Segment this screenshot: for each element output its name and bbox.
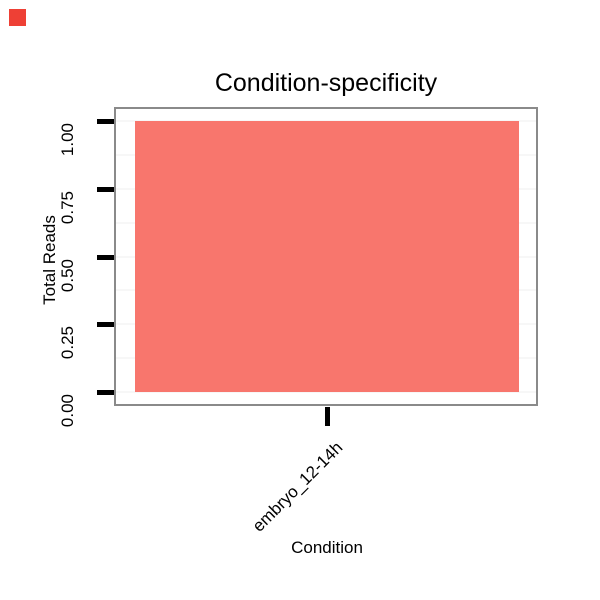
y-tick [97,390,114,395]
y-tick-label: 0.50 [58,258,77,292]
x-tick [325,407,330,426]
y-tick [97,322,114,328]
corner-marker [9,9,26,26]
y-tick-label: 0.25 [58,326,77,360]
y-axis-title: Total Reads [40,215,59,305]
y-tick [97,119,114,124]
chart-title: Condition-specificity [214,69,438,97]
bar-embryo-12-14h [135,121,519,392]
y-tick-label: 0.75 [58,190,77,224]
x-axis-title: Condition [291,538,363,557]
major-gridline [116,391,536,393]
plot-panel [114,107,538,406]
y-tick-label: 1.00 [58,123,77,157]
y-tick-label: 0.00 [58,394,77,428]
y-tick [97,186,114,192]
y-tick [97,254,114,260]
